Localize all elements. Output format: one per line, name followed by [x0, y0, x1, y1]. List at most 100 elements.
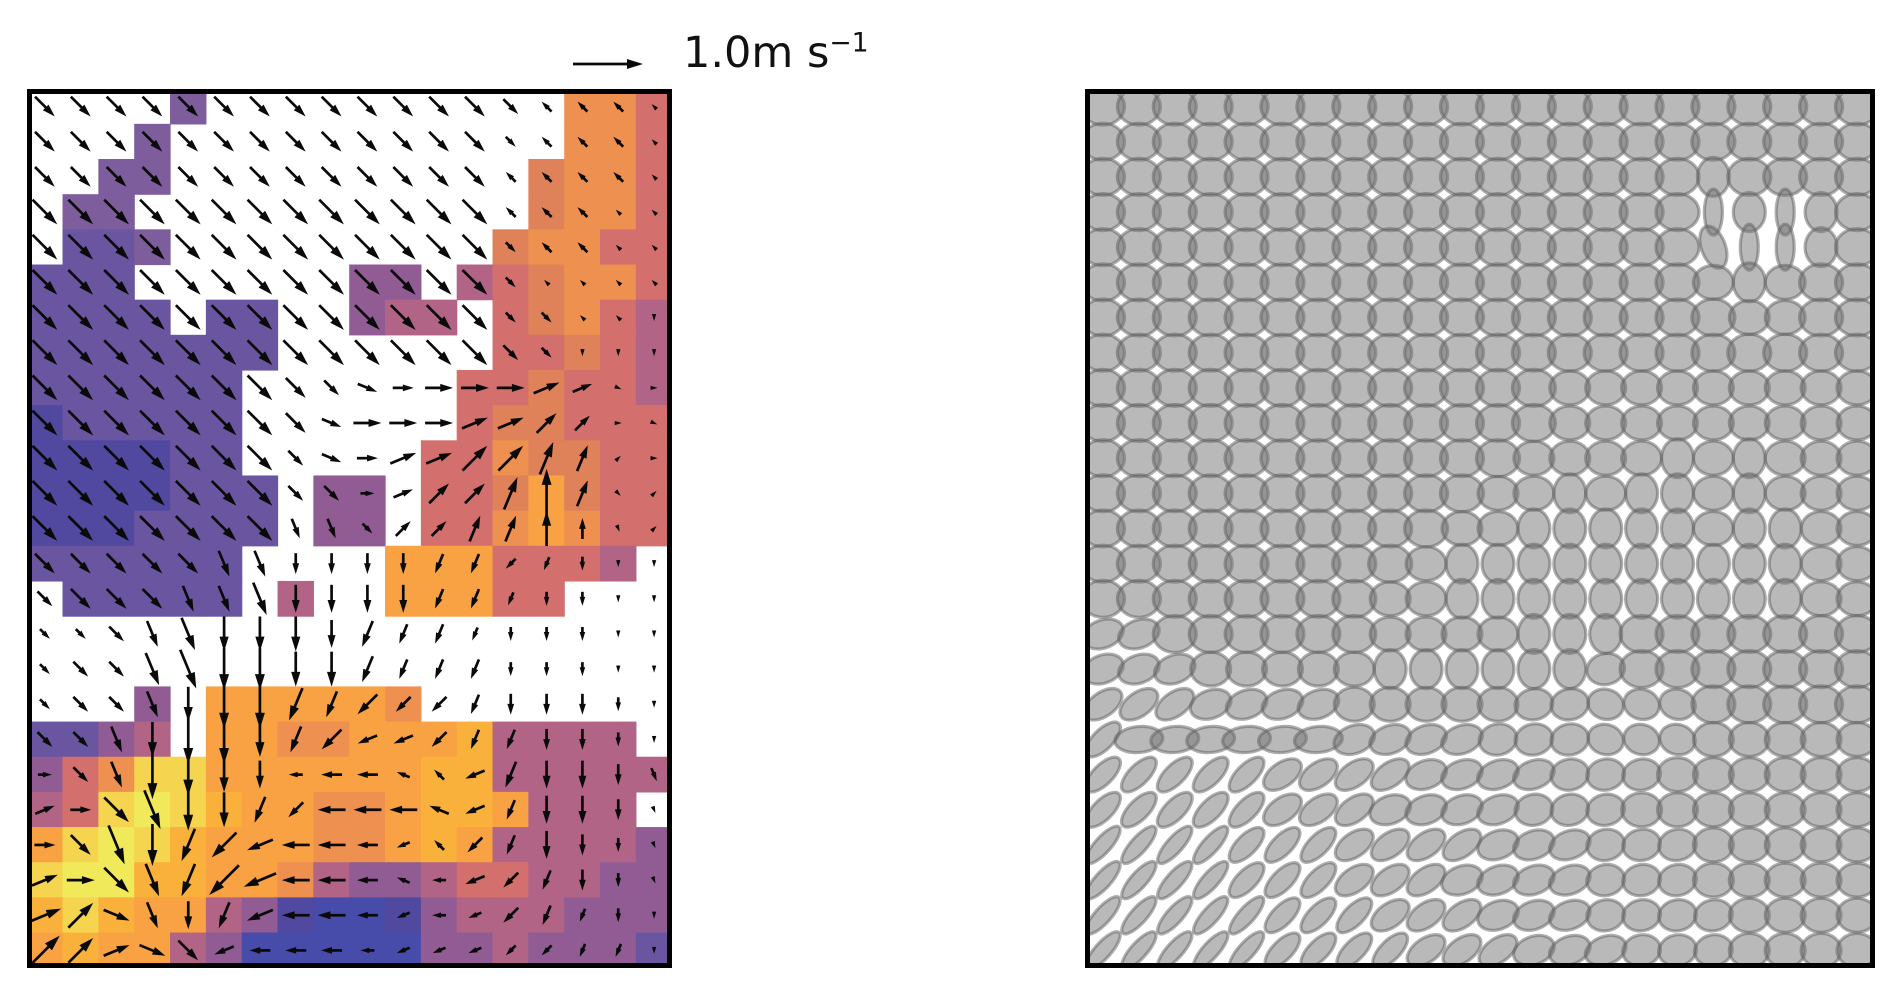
velocity-arrow	[69, 95, 91, 117]
velocity-arrow	[615, 908, 622, 923]
velocity-arrow	[29, 935, 60, 967]
uncertainty-ellipse	[1833, 649, 1875, 690]
velocity-arrow	[31, 444, 58, 471]
velocity-arrow	[615, 315, 623, 322]
velocity-arrow	[580, 349, 585, 357]
velocity-arrow	[177, 939, 199, 961]
velocity-arrow	[246, 480, 273, 506]
uncertainty-ellipse	[1263, 861, 1302, 900]
velocity-arrow	[354, 269, 380, 295]
velocity-arrow	[575, 480, 588, 507]
uncertainty-ellipse	[1835, 931, 1875, 968]
velocity-arrow	[543, 662, 550, 677]
velocity-arrow	[541, 242, 553, 254]
velocity-arrow	[497, 445, 524, 472]
velocity-arrow	[210, 304, 237, 330]
velocity-arrow	[505, 557, 517, 569]
uncertainty-ellipse	[1120, 895, 1158, 936]
velocity-arrow	[572, 383, 593, 394]
velocity-arrow	[246, 908, 274, 921]
uncertainty-ellipse	[1731, 507, 1767, 550]
uncertainty-ellipse	[1835, 545, 1875, 583]
velocity-arrow	[357, 734, 378, 744]
velocity-arrow	[435, 658, 445, 679]
velocity-arrow	[461, 198, 488, 225]
uncertainty-ellipse	[1440, 509, 1484, 548]
velocity-arrow	[34, 552, 55, 574]
velocity-arrow	[139, 480, 165, 506]
velocity-arrow	[36, 590, 53, 607]
velocity-arrow	[356, 166, 378, 187]
velocity-arrow	[105, 130, 127, 152]
velocity-arrow	[544, 279, 551, 287]
velocity-arrow	[105, 587, 127, 609]
uncertainty-ellipse	[1191, 930, 1230, 968]
uncertainty-ellipse	[1835, 474, 1875, 512]
velocity-arrow	[389, 198, 416, 225]
velocity-arrow	[468, 946, 482, 954]
velocity-arrow	[472, 626, 479, 641]
uncertainty-ellipse	[1584, 404, 1628, 442]
velocity-arrow	[284, 95, 306, 117]
uncertainty-ellipse	[1299, 825, 1338, 864]
uncertainty-ellipse	[1476, 474, 1520, 512]
velocity-arrow	[538, 442, 554, 475]
uncertainty-ellipse	[1731, 261, 1767, 304]
velocity-arrow	[103, 945, 130, 958]
velocity-arrow	[246, 444, 273, 471]
velocity-arrow	[541, 511, 552, 546]
velocity-arrow	[542, 795, 551, 824]
uncertainty-ellipse	[1803, 190, 1839, 234]
velocity-arrow	[356, 876, 378, 884]
velocity-arrow	[318, 304, 344, 330]
velocity-arrow	[393, 489, 413, 499]
uncertainty-ellipse	[1654, 191, 1701, 233]
velocity-arrow	[184, 901, 193, 930]
velocity-arrow	[362, 620, 375, 647]
velocity-arrow	[210, 444, 237, 471]
velocity-arrow	[574, 415, 590, 432]
uncertainty-ellipse	[1548, 369, 1592, 407]
velocity-arrow	[217, 585, 230, 612]
uncertainty-ellipse	[1835, 509, 1875, 548]
uncertainty-ellipse	[1799, 826, 1843, 864]
velocity-arrow	[147, 750, 158, 800]
uncertainty-ellipse	[1763, 720, 1807, 759]
velocity-arrow	[219, 792, 229, 828]
velocity-arrow	[139, 269, 165, 295]
uncertainty-ellipse	[1405, 933, 1447, 968]
velocity-arrow	[31, 198, 58, 225]
velocity-arrow	[147, 721, 158, 757]
velocity-arrow	[615, 244, 623, 252]
uncertainty-ellipse	[1516, 577, 1552, 620]
velocity-arrow	[72, 660, 89, 677]
velocity-arrow	[69, 166, 91, 187]
velocity-arrow	[213, 130, 234, 152]
velocity-arrow	[392, 130, 414, 152]
quiver-key-exponent: −1	[829, 27, 869, 59]
uncertainty-ellipse	[1119, 755, 1158, 794]
velocity-arrow	[109, 761, 122, 788]
velocity-arrow	[432, 912, 447, 919]
velocity-arrow	[292, 553, 300, 575]
uncertainty-ellipse	[1404, 580, 1448, 618]
uncertainty-ellipse	[1619, 369, 1664, 407]
velocity-arrow	[67, 374, 94, 401]
velocity-arrow	[396, 946, 411, 954]
velocity-arrow	[108, 695, 125, 712]
uncertainty-ellipse	[1833, 156, 1875, 197]
uncertainty-ellipse	[1552, 507, 1588, 550]
uncertainty-ellipse	[1659, 472, 1696, 515]
velocity-arrow	[650, 456, 658, 461]
velocity-arrow	[356, 130, 378, 152]
velocity-arrow	[323, 379, 340, 396]
velocity-arrow	[34, 95, 55, 117]
velocity-arrow	[288, 771, 303, 778]
uncertainty-ellipse	[1512, 439, 1556, 477]
velocity-arrow	[651, 209, 659, 217]
velocity-arrow	[392, 384, 414, 392]
velocity-arrow	[396, 877, 411, 885]
uncertainty-ellipse	[1835, 439, 1875, 477]
uncertainty-ellipse	[1155, 755, 1194, 794]
velocity-arrow	[31, 339, 58, 366]
